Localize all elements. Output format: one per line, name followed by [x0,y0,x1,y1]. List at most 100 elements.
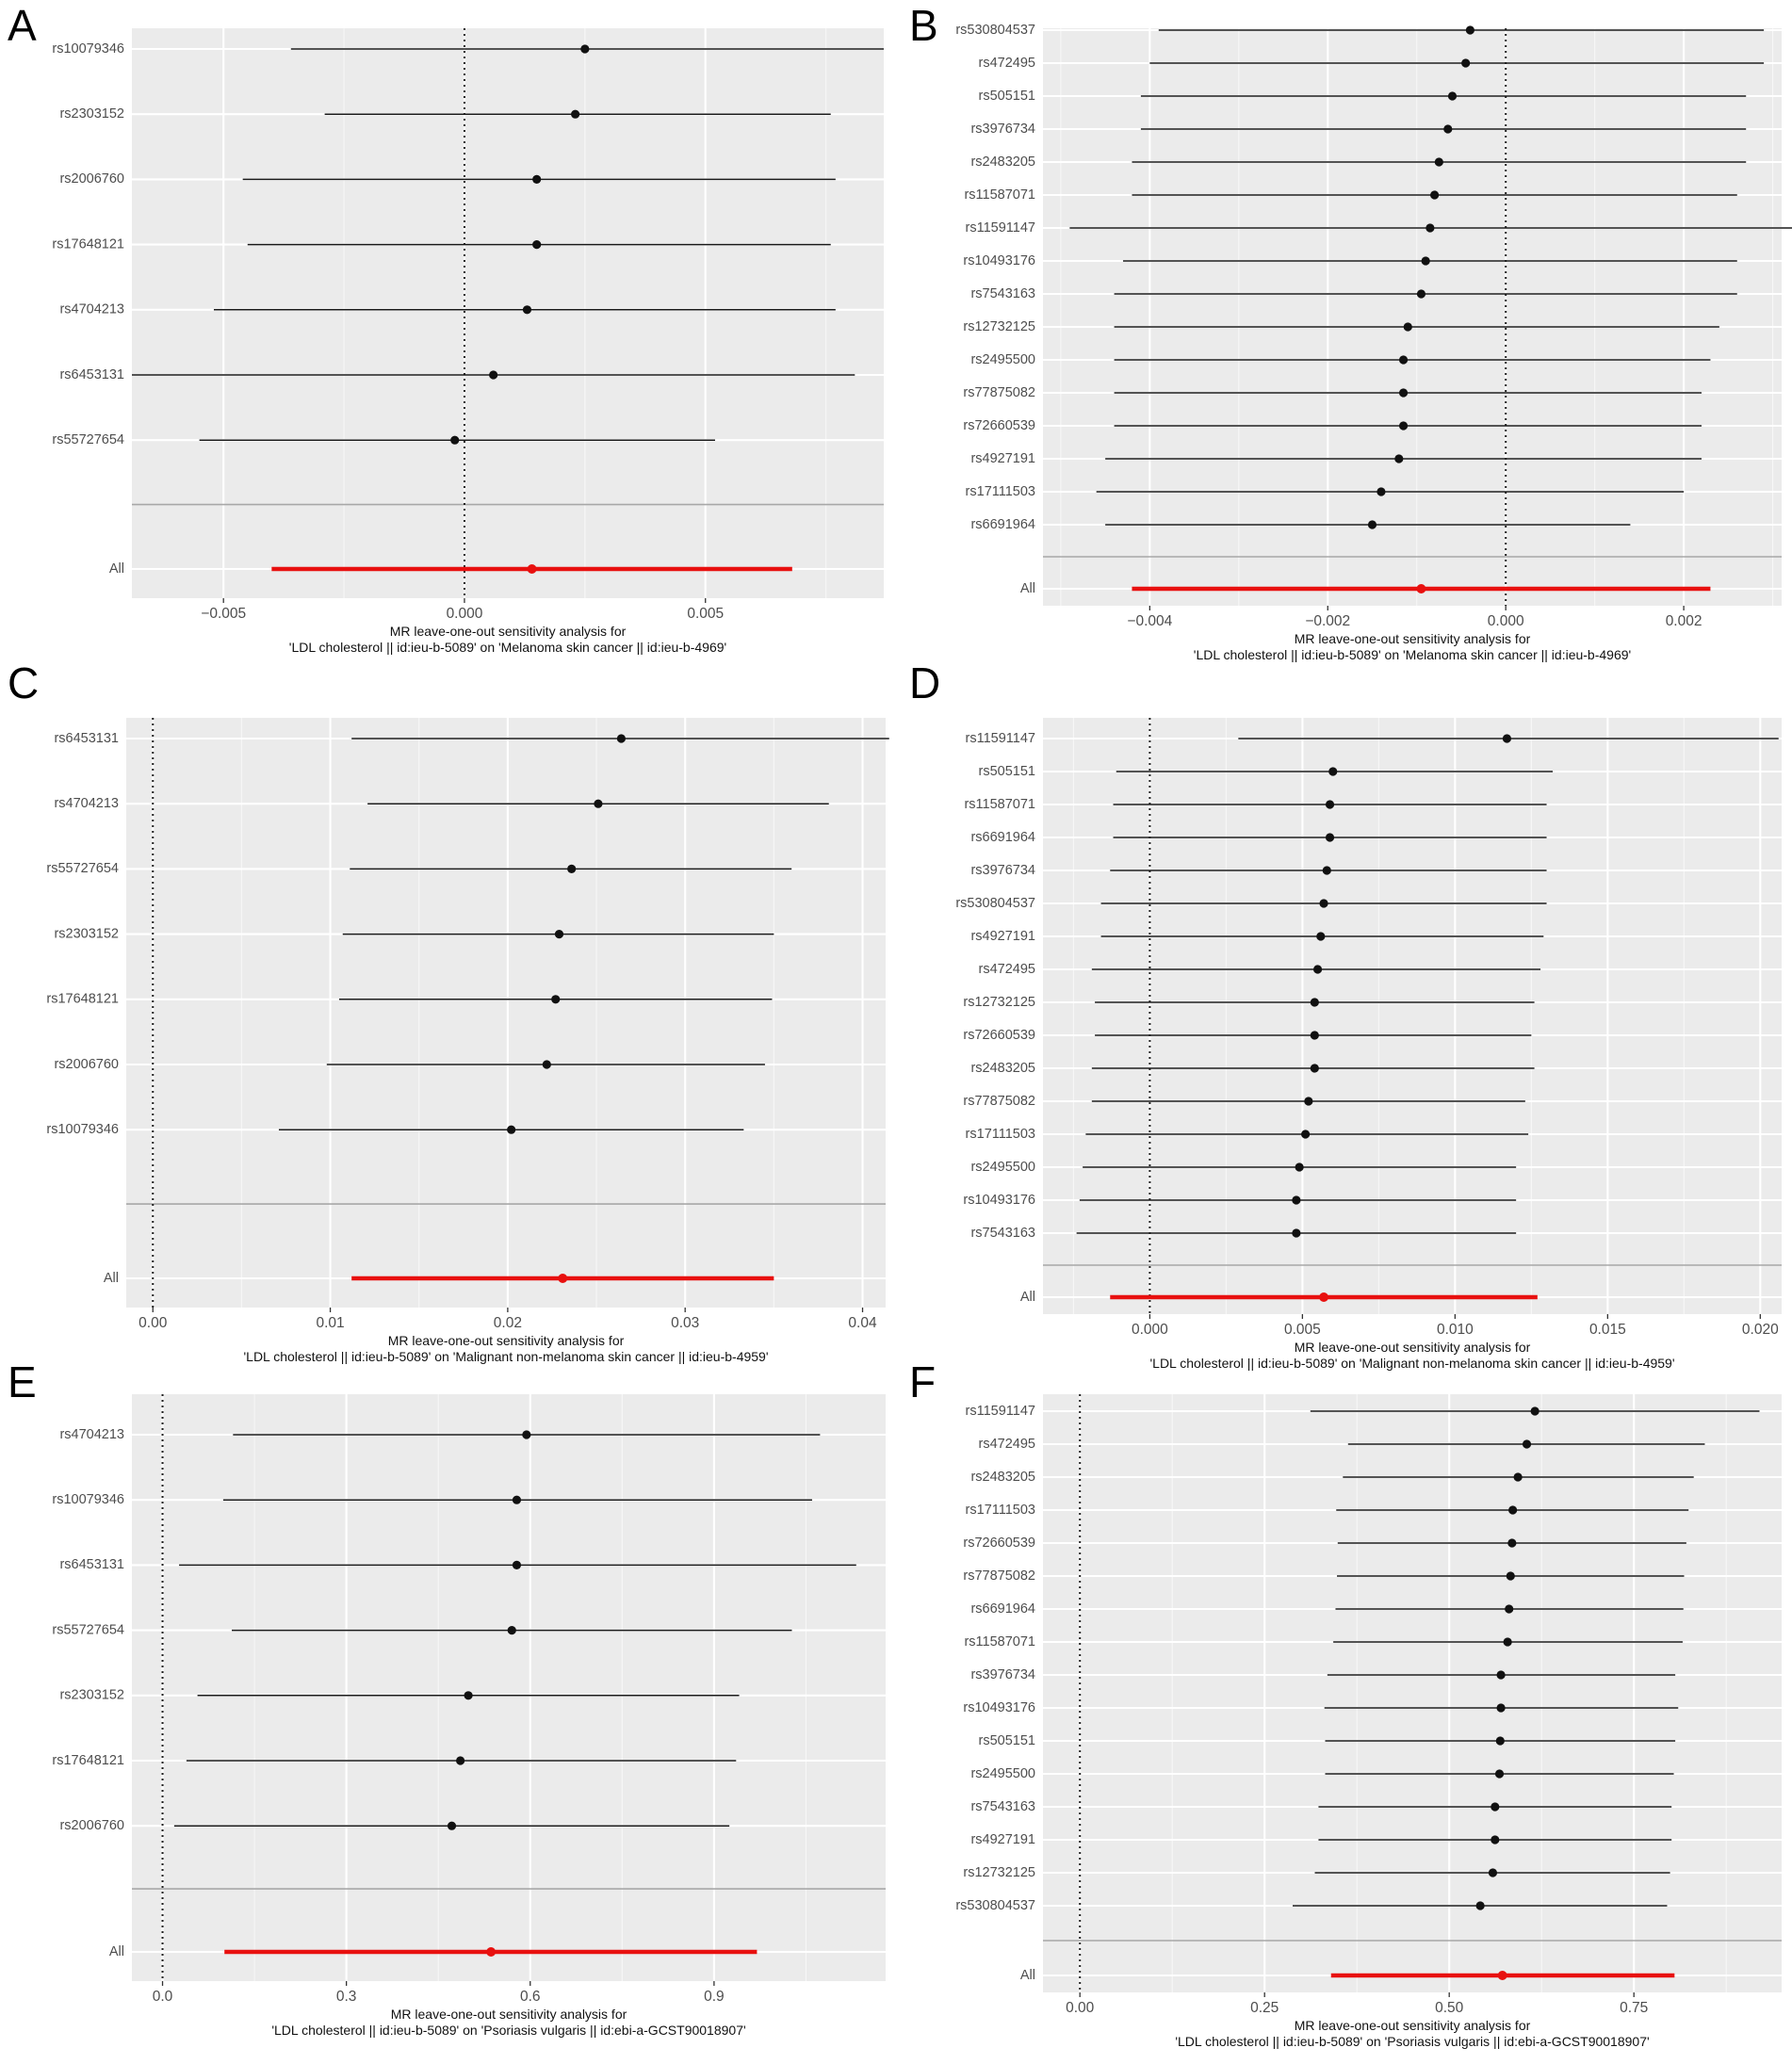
snp-label: rs2006760 [59,171,124,187]
snp-label: rs7543163 [970,286,1035,301]
snp-label: rs17111503 [966,484,1035,499]
snp-estimate-point [1292,1228,1301,1238]
snp-label: rs2483205 [970,1061,1035,1076]
forest-panel-d: D rs11591147 rs505151 rs11587071 rs6691964 r… [896,661,1792,1375]
plot-background [126,718,886,1308]
x-tick-label: 0.010 [1437,1322,1474,1338]
snp-label: rs55727654 [46,861,119,876]
snp-estimate-point [1310,998,1319,1007]
x-tick-label: 0.50 [1435,2000,1464,2016]
snp-estimate-point [616,734,627,743]
snp-label: rs10079346 [52,41,124,57]
snp-label: rs6453131 [59,367,124,382]
x-tick-label: 0.02 [494,1315,522,1331]
snp-label: rs7543163 [970,1799,1035,1814]
x-axis-title-line1: MR leave-one-out sensitivity analysis fo… [391,2007,627,2022]
x-tick-label: 0.3 [336,1989,357,2005]
snp-label: rs77875082 [963,1094,1035,1109]
x-tick-label: −0.002 [1305,613,1350,629]
snp-label: rs6691964 [970,830,1035,845]
snp-estimate-point [1491,1802,1500,1812]
snp-label: rs7543163 [970,1226,1035,1241]
snp-label: rs10493176 [963,1193,1035,1208]
snp-label: rs11587071 [964,797,1035,812]
snp-estimate-point [522,1430,531,1439]
snp-label: rs530804537 [955,1898,1035,1913]
snp-label: rs2006760 [59,1818,124,1833]
snp-label: rs4704213 [59,302,124,317]
snp-estimate-point [1425,223,1435,233]
snp-estimate-point [464,1691,473,1700]
x-tick-label: 0.005 [687,606,724,622]
snp-label: rs2303152 [59,106,124,122]
snp-estimate-point [1530,1406,1539,1416]
snp-estimate-point [1316,932,1326,941]
snp-estimate-point [507,1626,516,1635]
snp-label: rs17648121 [52,1753,124,1768]
forest-plot-f: rs11591147 rs472495 rs2483205 rs17111503 rs7… [955,1394,1782,2049]
forest-plot-d: rs11591147 rs505151 rs11587071 rs6691964 rs3… [955,718,1782,1371]
snp-label: rs72660539 [963,1536,1035,1551]
all-estimate-point [1497,1971,1507,1980]
forest-plot-e: rs4704213 rs10079346 rs6453131 rs55727654 rs… [52,1394,886,2038]
x-tick-label: 0.25 [1250,2000,1279,2016]
x-axis-title-line2: 'LDL cholesterol || id:ieu-b-5089' on 'P… [271,2023,745,2038]
snp-estimate-point [1494,1769,1505,1779]
snp-estimate-point [532,174,542,184]
snp-label: rs2495500 [970,1766,1035,1781]
snp-label: rs6453131 [54,731,119,746]
snp-estimate-point [554,930,564,939]
snp-label: rs2006760 [54,1057,119,1072]
snp-estimate-point [1304,1097,1313,1106]
snp-estimate-point [1513,1472,1523,1482]
snp-label: rs12732125 [963,1865,1035,1880]
x-tick-label: 0.6 [520,1989,541,2005]
snp-label: rs4704213 [54,796,119,811]
snp-estimate-point [594,799,603,808]
all-label: All [1020,1968,1035,1983]
x-axis-title-line1: MR leave-one-out sensitivity analysis fo… [1295,2018,1531,2033]
snp-estimate-point [1319,899,1328,908]
snp-label: rs3976734 [970,1667,1035,1682]
snp-estimate-point [1503,1637,1512,1647]
snp-estimate-point [1507,1538,1517,1548]
x-tick-label: 0.002 [1666,613,1702,629]
snp-label: rs3976734 [970,122,1035,137]
snp-label: rs11591147 [966,1404,1035,1419]
snp-estimate-point [567,864,577,873]
snp-label: rs4927191 [970,1832,1035,1847]
snp-estimate-point [1465,25,1474,35]
snp-estimate-point [489,370,498,380]
all-estimate-point [1416,584,1426,593]
all-label: All [1020,581,1035,596]
snp-estimate-point [1434,157,1443,167]
snp-label: rs3976734 [970,863,1035,878]
forest-panel-a: A rs10079346 rs2303152 rs2006760 rs17648121… [0,0,896,688]
snp-estimate-point [512,1560,522,1569]
all-estimate-point [486,1947,497,1957]
snp-estimate-point [1398,388,1409,398]
x-tick-label: 0.9 [704,1989,725,2005]
snp-label: rs472495 [979,1437,1035,1452]
snp-estimate-point [1301,1130,1311,1139]
snp-label: rs10079346 [52,1492,124,1507]
snp-estimate-point [1508,1505,1518,1515]
snp-label: rs530804537 [955,896,1035,911]
x-tick-label: 0.01 [316,1315,344,1331]
snp-label: rs2303152 [54,926,119,941]
x-tick-label: 0.0 [153,1989,173,2005]
snp-estimate-point [532,240,542,250]
x-tick-label: 0.000 [1488,613,1524,629]
snp-label: rs10079346 [46,1122,119,1137]
snp-label: rs17648121 [46,992,119,1007]
x-tick-label: 0.00 [1066,2000,1095,2016]
x-axis-title-line1: MR leave-one-out sensitivity analysis fo… [1295,631,1531,646]
snp-estimate-point [1325,800,1335,809]
snp-estimate-point [456,1756,465,1765]
forest-panel-e: E rs4704213 rs10079346 rs6453131 rs55727654… [0,1360,896,2064]
all-estimate-point [1319,1292,1329,1302]
x-axis-title-line1: MR leave-one-out sensitivity analysis fo… [390,624,627,639]
x-tick-label: 0.03 [671,1315,699,1331]
snp-estimate-point [1416,289,1426,299]
x-axis-title-line2: 'LDL cholesterol || id:ieu-b-5089' on 'M… [243,1349,768,1364]
